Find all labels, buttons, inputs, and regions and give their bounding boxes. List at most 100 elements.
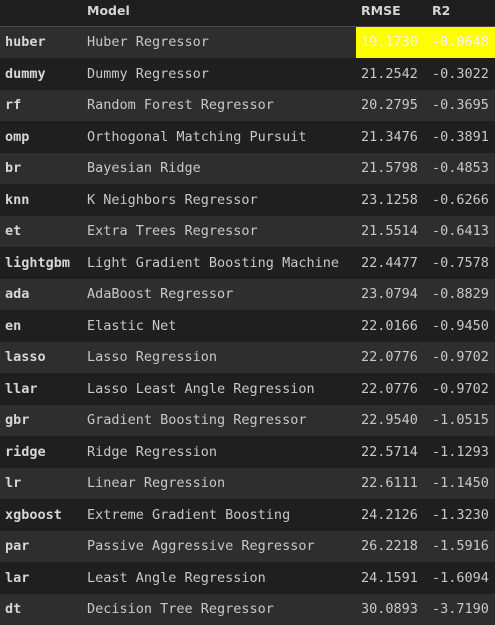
r2-cell: -0.8829 — [427, 279, 495, 311]
row-index-cell: llar — [0, 373, 82, 405]
r2-cell: -0.9450 — [427, 310, 495, 342]
row-index-cell: rf — [0, 90, 82, 122]
r2-cell: -0.6413 — [427, 216, 495, 248]
header-row: Model RMSE R2 — [0, 0, 495, 26]
model-name-cell: Linear Regression — [82, 468, 356, 500]
rmse-cell: 23.1258 — [356, 184, 427, 216]
r2-cell: -0.3891 — [427, 121, 495, 153]
row-index-cell: et — [0, 216, 82, 248]
r2-cell: -1.3230 — [427, 499, 495, 531]
row-index-cell: lightgbm — [0, 247, 82, 279]
r2-cell: -0.3022 — [427, 58, 495, 90]
r2-cell: -0.4853 — [427, 153, 495, 185]
model-name-cell: Dummy Regressor — [82, 58, 356, 90]
rmse-cell: 21.2542 — [356, 58, 427, 90]
row-index-cell: lar — [0, 562, 82, 594]
r2-cell: -1.0515 — [427, 405, 495, 437]
rmse-cell: 21.5798 — [356, 153, 427, 185]
column-header-rmse: RMSE — [356, 0, 427, 26]
rmse-cell: 22.4477 — [356, 247, 427, 279]
row-index-cell: omp — [0, 121, 82, 153]
rmse-cell: 23.0794 — [356, 279, 427, 311]
model-name-cell: Elastic Net — [82, 310, 356, 342]
model-name-cell: Ridge Regression — [82, 436, 356, 468]
row-index-cell: huber — [0, 26, 82, 58]
r2-cell: -1.1293 — [427, 436, 495, 468]
model-name-cell: Huber Regressor — [82, 26, 356, 58]
row-index-cell: knn — [0, 184, 82, 216]
r2-cell: -1.6094 — [427, 562, 495, 594]
rmse-cell: 22.5714 — [356, 436, 427, 468]
r2-cell: -0.6266 — [427, 184, 495, 216]
rmse-cell: 20.2795 — [356, 90, 427, 122]
model-name-cell: AdaBoost Regressor — [82, 279, 356, 311]
model-name-cell: Orthogonal Matching Pursuit — [82, 121, 356, 153]
r2-cell: -1.1450 — [427, 468, 495, 500]
row-index-cell: dummy — [0, 58, 82, 90]
row-index-cell: br — [0, 153, 82, 185]
model-name-cell: Extreme Gradient Boosting — [82, 499, 356, 531]
row-index-cell: lr — [0, 468, 82, 500]
row-index-cell: dt — [0, 594, 82, 625]
rmse-cell-highlighted: 19.1730 — [356, 26, 427, 58]
rmse-cell: 24.2126 — [356, 499, 427, 531]
model-name-cell: Least Angle Regression — [82, 562, 356, 594]
rmse-cell: 21.5514 — [356, 216, 427, 248]
row-index-cell: lasso — [0, 342, 82, 374]
rmse-cell: 24.1591 — [356, 562, 427, 594]
row-index-cell: ridge — [0, 436, 82, 468]
rmse-cell: 22.0776 — [356, 373, 427, 405]
r2-cell: -1.5916 — [427, 531, 495, 563]
rmse-cell: 22.0776 — [356, 342, 427, 374]
row-index-cell: xgboost — [0, 499, 82, 531]
r2-cell: -0.3695 — [427, 90, 495, 122]
model-name-cell: Light Gradient Boosting Machine — [82, 247, 356, 279]
table-header: Model RMSE R2 — [0, 0, 495, 26]
row-index-cell: par — [0, 531, 82, 563]
rmse-cell: 21.3476 — [356, 121, 427, 153]
model-name-cell: Bayesian Ridge — [82, 153, 356, 185]
rmse-cell: 30.0893 — [356, 594, 427, 625]
model-name-cell: Passive Aggressive Regressor — [82, 531, 356, 563]
r2-cell-highlighted: -0.0648 — [427, 26, 495, 58]
r2-cell: -3.7190 — [427, 594, 495, 625]
rmse-cell: 22.0166 — [356, 310, 427, 342]
rmse-cell: 22.9540 — [356, 405, 427, 437]
r2-cell: -0.9702 — [427, 373, 495, 405]
rmse-cell: 22.6111 — [356, 468, 427, 500]
row-index-cell: en — [0, 310, 82, 342]
column-header-r2: R2 — [427, 0, 495, 26]
model-name-cell: K Neighbors Regressor — [82, 184, 356, 216]
model-name-cell: Extra Trees Regressor — [82, 216, 356, 248]
model-name-cell: Random Forest Regressor — [82, 90, 356, 122]
model-name-cell: Lasso Regression — [82, 342, 356, 374]
column-header-model: Model — [82, 0, 356, 26]
row-index-cell: ada — [0, 279, 82, 311]
column-header-index — [0, 0, 82, 26]
rmse-cell: 26.2218 — [356, 531, 427, 563]
row-index-cell: gbr — [0, 405, 82, 437]
r2-cell: -0.9702 — [427, 342, 495, 374]
model-name-cell: Lasso Least Angle Regression — [82, 373, 356, 405]
